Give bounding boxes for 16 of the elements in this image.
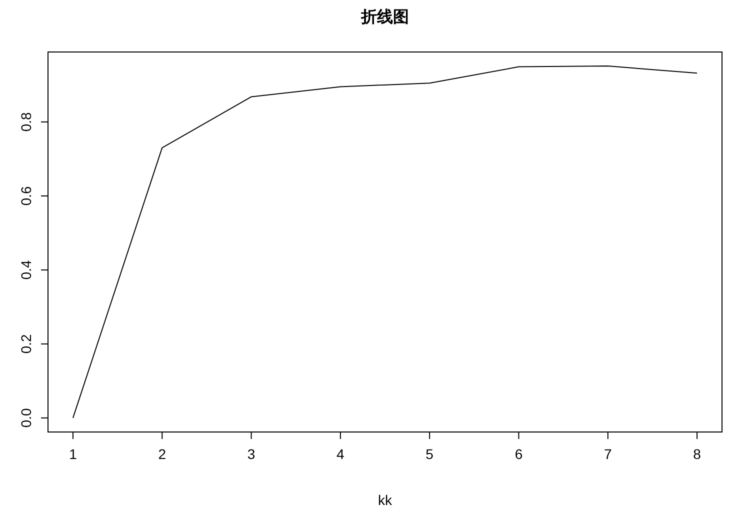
line-series [72,66,698,418]
x-tick-label: 6 [514,446,523,462]
x-tick-label: 2 [158,446,166,462]
y-tick-label: 0.6 [18,186,34,206]
x-tick-label: 5 [426,446,434,462]
x-tick-label: 7 [604,446,612,462]
x-tick-label: 3 [247,446,256,462]
y-tick-label: 0.8 [18,112,34,132]
chart-title: 折线图 [360,8,409,26]
x-axis-title: kk [378,492,393,508]
y-tick-label: 0.0 [18,408,34,428]
x-tick-label: 1 [69,446,78,462]
y-tick-label: 0.4 [18,260,34,280]
y-tick-label: 0.2 [18,334,34,354]
x-tick-label: 8 [693,446,702,462]
x-tick-label: 4 [336,446,345,462]
